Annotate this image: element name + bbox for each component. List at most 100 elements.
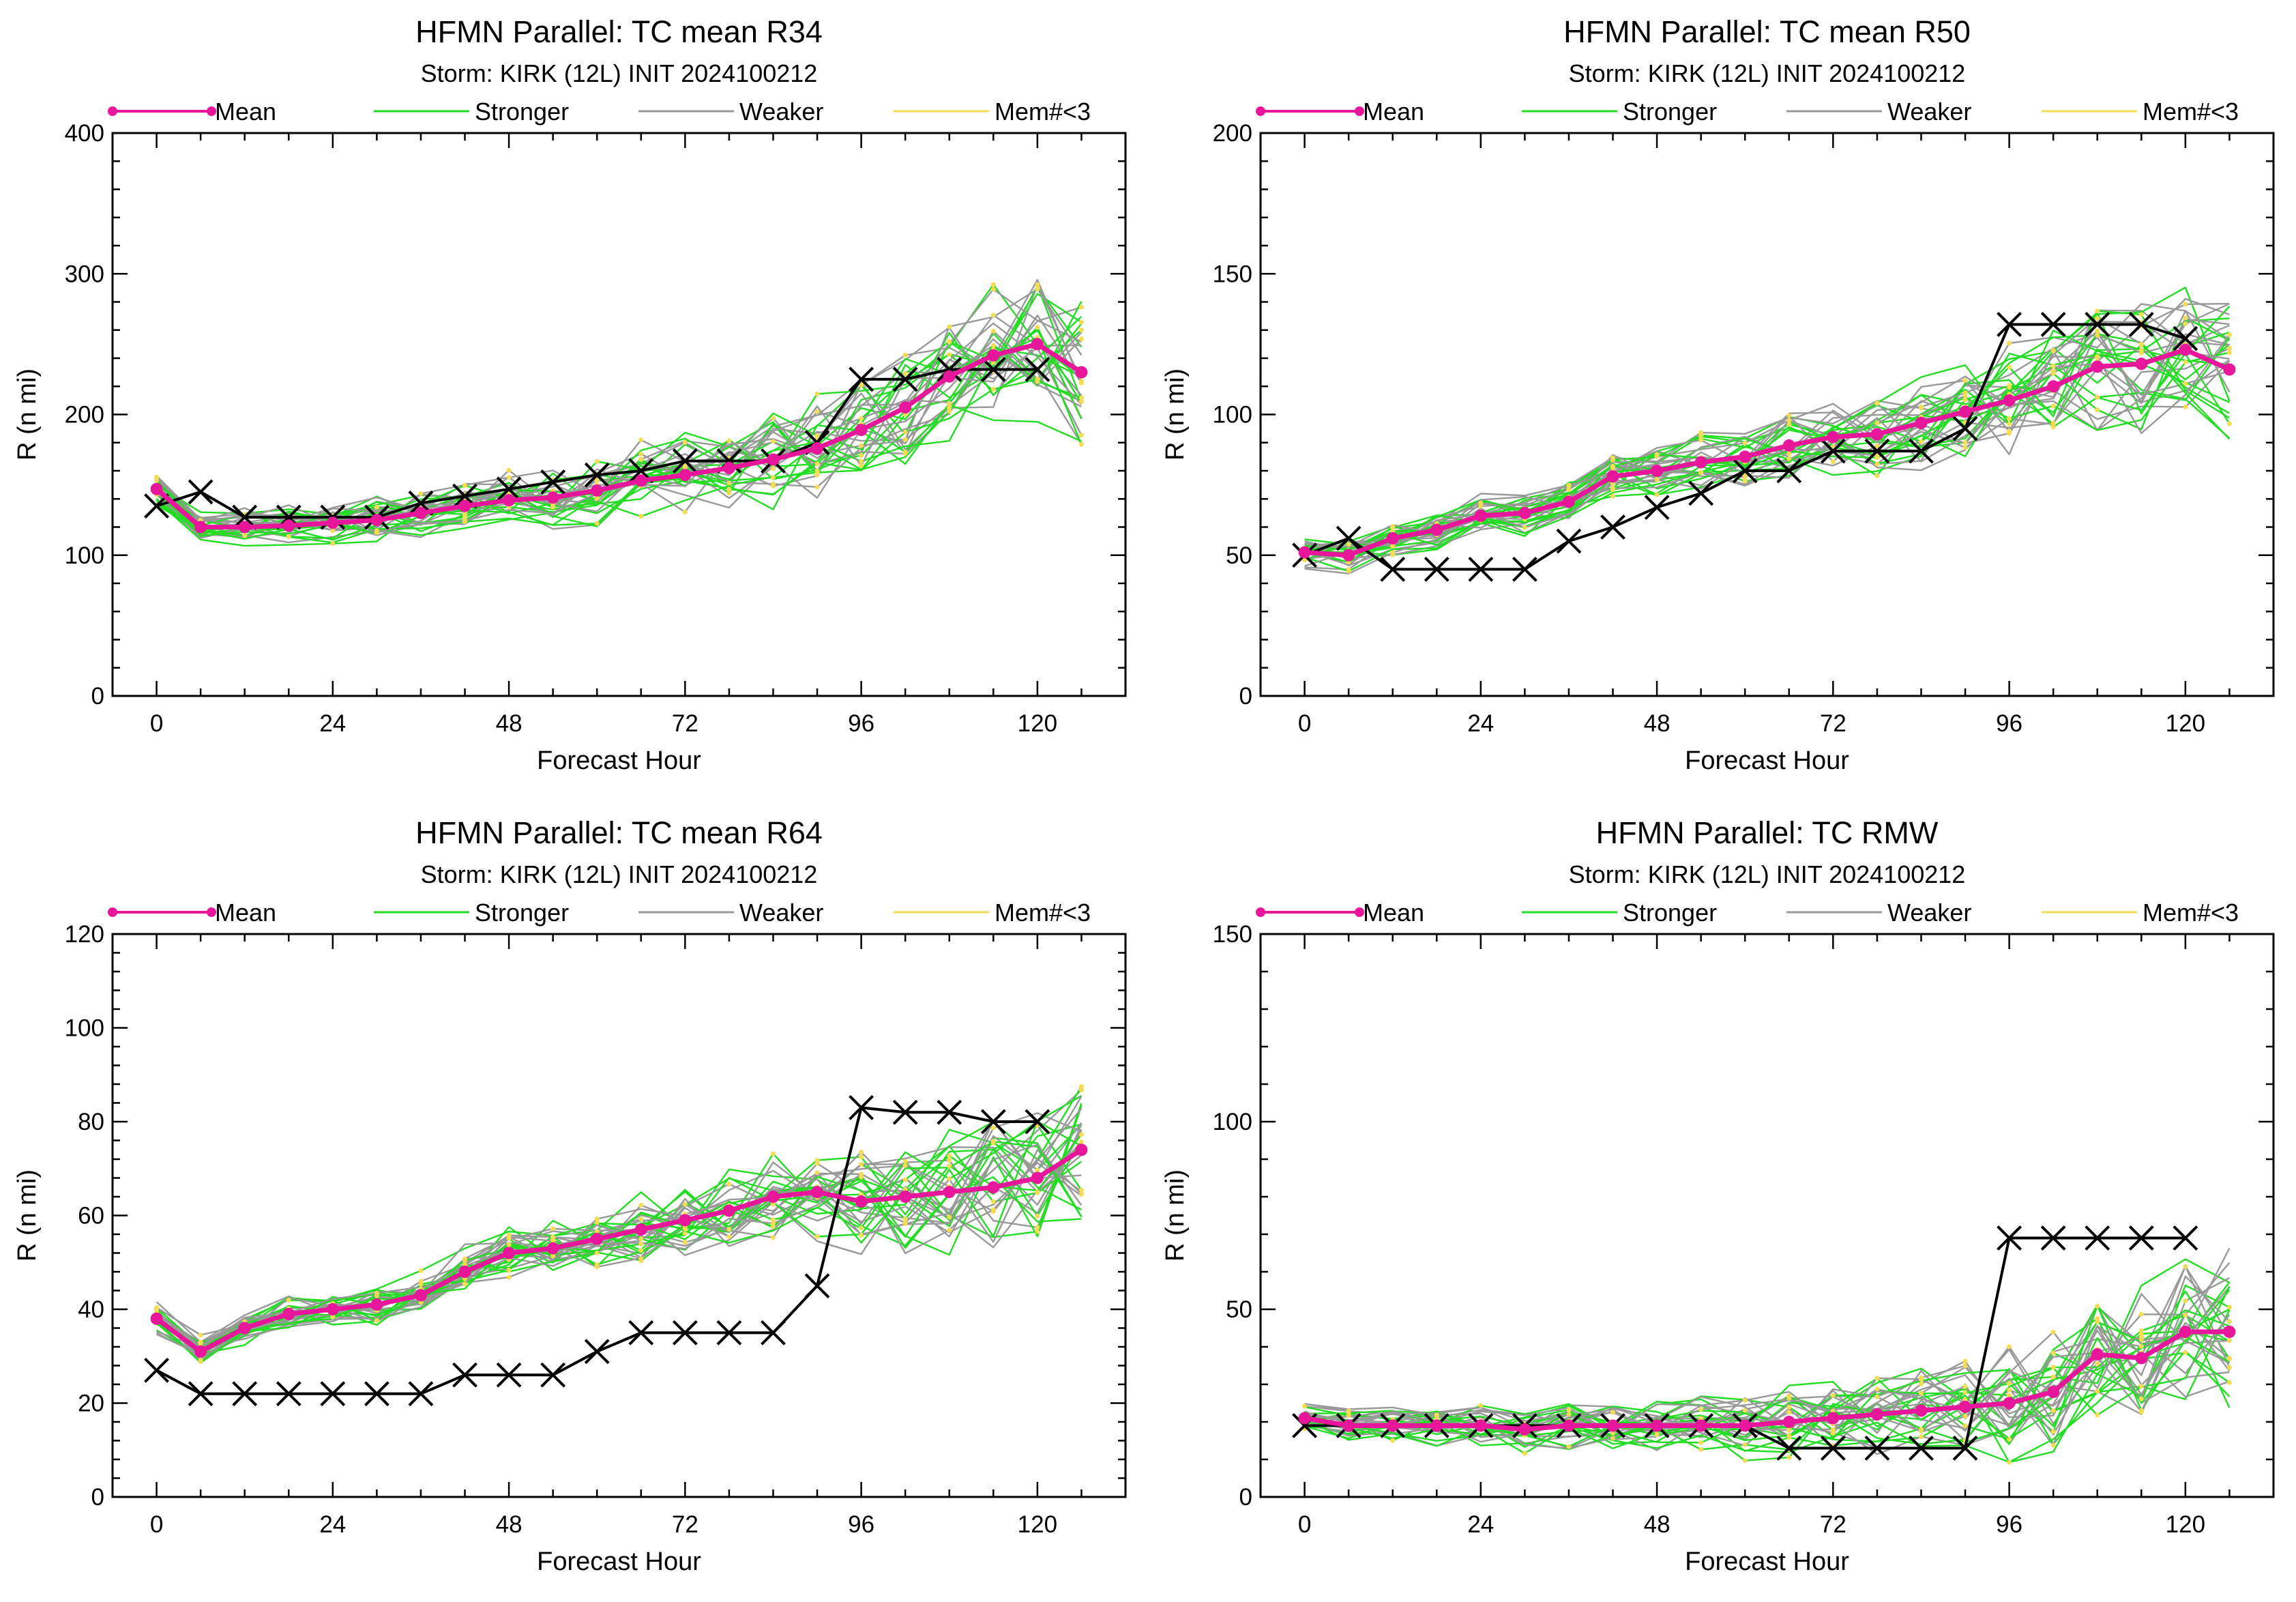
x-tick-label: 72 <box>672 710 698 737</box>
ensemble-member-line <box>1304 318 2230 553</box>
sparse-member-point <box>859 463 864 468</box>
chart-subtitle: Storm: KIRK (12L) INIT 2024100212 <box>421 59 818 87</box>
sparse-member-point <box>990 312 996 318</box>
best-track <box>1292 312 2198 582</box>
sparse-member-point <box>1962 1384 1968 1389</box>
sparse-member-point <box>902 437 908 442</box>
sparse-member-point <box>330 541 336 547</box>
mean-point <box>2003 1397 2016 1410</box>
sparse-member-point <box>462 1281 467 1287</box>
sparse-member-point <box>1830 1427 1836 1432</box>
panel-r50: HFMN Parallel: TC mean R50 Storm: KIRK (1… <box>1148 0 2296 801</box>
sparse-member-point <box>1078 399 1084 405</box>
sparse-member-point <box>638 1236 644 1242</box>
mean-point <box>1870 1408 1883 1421</box>
best-track-marker <box>1025 1109 1050 1135</box>
sparse-member-point <box>1919 439 1924 444</box>
y-tick-label: 0 <box>91 683 104 710</box>
sparse-member-point <box>902 1177 908 1182</box>
sparse-member-point <box>242 533 248 538</box>
sparse-member-point <box>1962 1390 1968 1395</box>
sparse-member-point <box>814 1161 820 1166</box>
sparse-member-point <box>902 430 908 435</box>
x-tick-label: 48 <box>496 1511 523 1538</box>
best-track-marker <box>188 1381 214 1407</box>
marker-stroke <box>2128 312 2154 337</box>
sparse-member-point <box>1962 390 1968 396</box>
sparse-member-point <box>726 438 732 443</box>
sparse-member-point <box>1786 456 1792 461</box>
sparse-member-point <box>2095 332 2100 338</box>
marker-stroke <box>584 1339 610 1365</box>
marker-stroke <box>1468 556 1494 582</box>
panel-r34: HFMN Parallel: TC mean R34 Storm: KIRK (1… <box>0 0 1148 801</box>
mean-point <box>987 349 1000 362</box>
sparse-member-point <box>2007 364 2012 370</box>
sparse-member-point <box>638 1203 644 1208</box>
sparse-member-point <box>814 1234 820 1239</box>
marker-stroke <box>892 366 918 392</box>
ensemble-member-line <box>1304 1311 2231 1463</box>
sparse-member-point <box>1346 1413 1351 1418</box>
mean-point <box>503 494 516 507</box>
ensemble-member-line <box>1304 1314 2231 1432</box>
sparse-member-point <box>2007 421 2012 426</box>
mean-series <box>150 338 1088 534</box>
mean-point <box>2179 343 2192 356</box>
sparse-member-point <box>1035 282 1040 287</box>
best-track-marker <box>144 1357 169 1383</box>
ensemble-member-line <box>1304 1277 2230 1444</box>
sparse-member-point <box>2095 1361 2100 1367</box>
mean-point <box>767 453 780 466</box>
best-track-marker <box>1336 525 1362 551</box>
x-tick-label: 120 <box>2166 710 2205 737</box>
mean-point <box>1518 506 1531 519</box>
sparse-member-point <box>990 287 996 292</box>
sparse-member-point <box>947 409 952 414</box>
y-tick-label: 80 <box>78 1109 104 1135</box>
best-track-marker <box>2085 312 2110 337</box>
sparse-member-point <box>1035 1189 1040 1195</box>
axes: 0 24 48 72 96 120 0 50 100 150 200 Forecast Hour R (… <box>1161 120 2273 775</box>
sparse-member-point <box>1962 1358 1968 1364</box>
sparse-member-point <box>594 1251 600 1255</box>
best-track-marker <box>1688 480 1714 506</box>
mean-point <box>1518 1423 1531 1436</box>
sparse-member-point <box>990 1139 996 1144</box>
y-axis-label: R (n mi) <box>13 1169 42 1262</box>
sparse-member-point <box>1610 458 1615 463</box>
ensemble-members <box>1302 1247 2232 1465</box>
mean-point <box>634 474 647 487</box>
sparse-member-point <box>814 468 820 474</box>
legend-dot <box>1256 907 1265 917</box>
y-tick-label: 100 <box>1213 1109 1252 1135</box>
marker-stroke <box>1380 556 1406 582</box>
best-track-marker <box>408 1381 434 1407</box>
best-track-marker <box>1424 556 1449 582</box>
mean-point <box>415 506 427 519</box>
sparse-member-point <box>1698 470 1704 476</box>
best-track-marker <box>1380 556 1406 582</box>
sparse-member-point <box>594 521 600 526</box>
sparse-member-point <box>859 1154 864 1160</box>
mean-point <box>811 1186 823 1199</box>
sparse-member-point <box>2183 321 2188 327</box>
sparse-member-point <box>1919 1434 1924 1440</box>
sparse-member-point <box>990 328 996 334</box>
chart-title: HFMN Parallel: TC mean R50 <box>1563 14 1971 49</box>
sparse-member-point <box>1919 1381 1924 1386</box>
sparse-member-point <box>594 1262 600 1267</box>
sparse-member-point <box>462 1258 467 1264</box>
chart-title: HFMN Parallel: TC mean R64 <box>415 815 823 850</box>
sparse-member-point <box>2007 1437 2012 1442</box>
sparse-member-point <box>154 478 160 483</box>
best-track-marker <box>804 1273 830 1299</box>
ensemble-member-line <box>156 1089 1083 1343</box>
sparse-member-point <box>2226 332 2232 337</box>
ensemble-member-line <box>1304 297 2230 548</box>
sparse-member-point <box>2095 1412 2100 1418</box>
sparse-member-point <box>1610 1410 1615 1415</box>
sparse-member-point <box>2183 381 2188 386</box>
sparse-member-point <box>2050 1442 2056 1448</box>
sparse-member-point <box>594 1217 600 1222</box>
